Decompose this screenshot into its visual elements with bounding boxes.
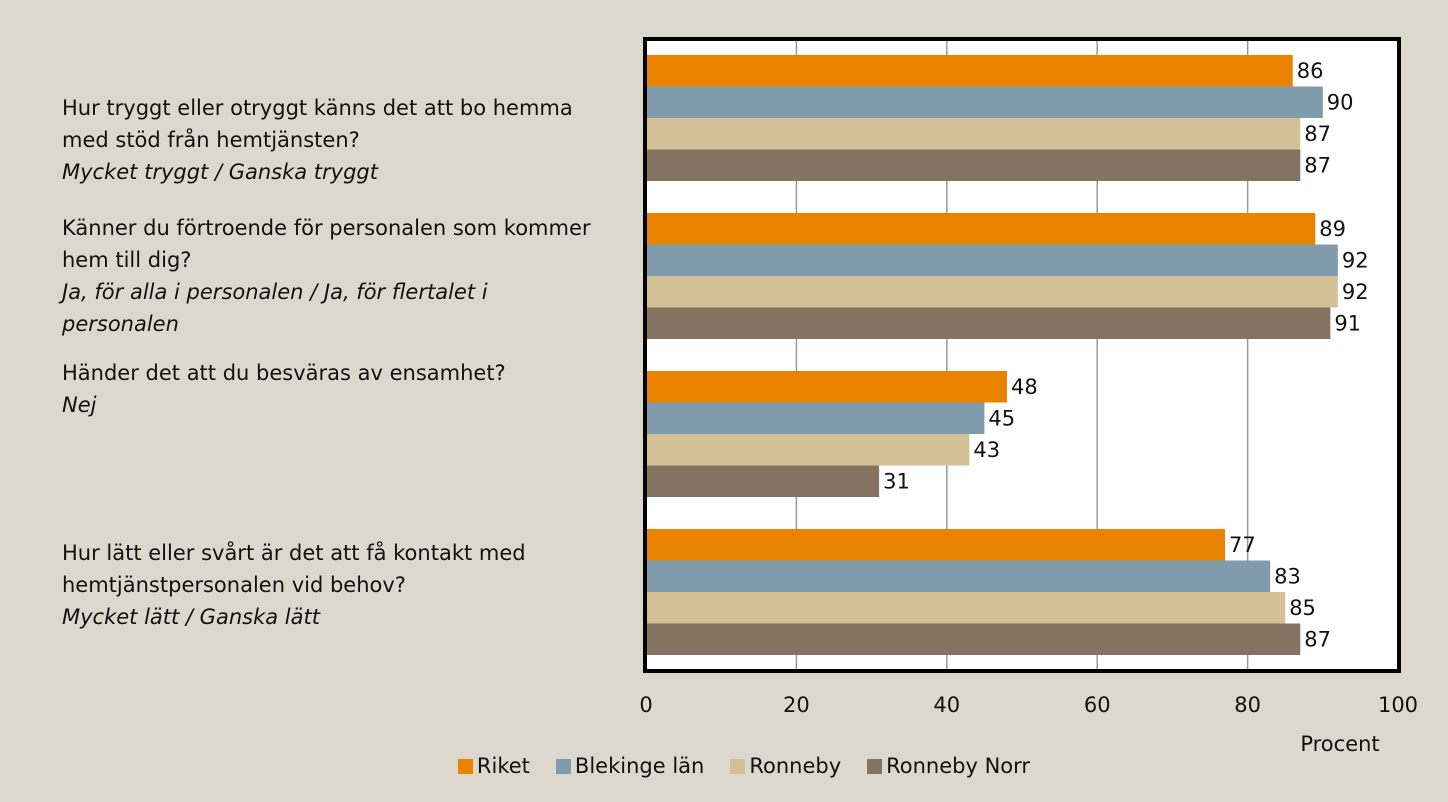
legend-item: Ronneby Norr bbox=[867, 754, 1030, 778]
x-tick-label: 80 bbox=[1234, 693, 1261, 717]
legend-label: Blekinge län bbox=[574, 754, 705, 778]
category-label: Känner du förtroende för personalen som … bbox=[62, 212, 607, 340]
bar bbox=[646, 529, 1226, 561]
legend-swatch bbox=[555, 758, 571, 774]
x-tick-label: 20 bbox=[783, 693, 810, 717]
bar bbox=[646, 118, 1301, 150]
bar bbox=[646, 592, 1286, 624]
x-tick-label: 40 bbox=[933, 693, 960, 717]
bar bbox=[646, 213, 1316, 245]
legend-item: Riket bbox=[457, 754, 530, 778]
value-label: 85 bbox=[1289, 596, 1316, 620]
category-answer: Mycket lätt / Ganska lätt bbox=[62, 605, 320, 629]
value-label: 45 bbox=[988, 406, 1015, 430]
x-axis-label: Procent bbox=[1300, 732, 1379, 756]
x-tick-label: 100 bbox=[1378, 693, 1418, 717]
value-label: 92 bbox=[1342, 280, 1369, 304]
value-label: 31 bbox=[883, 469, 910, 493]
value-label: 90 bbox=[1327, 90, 1354, 114]
bar bbox=[646, 402, 985, 434]
x-tick-label: 0 bbox=[639, 693, 652, 717]
bar bbox=[646, 434, 970, 466]
value-label: 86 bbox=[1297, 59, 1324, 83]
bar bbox=[646, 465, 880, 497]
legend-item: Blekinge län bbox=[555, 754, 705, 778]
category-question: Hur tryggt eller otryggt känns det att b… bbox=[62, 96, 573, 152]
value-label: 77 bbox=[1229, 533, 1256, 557]
bar bbox=[646, 371, 1007, 403]
bar bbox=[646, 55, 1293, 87]
bar bbox=[646, 149, 1301, 181]
category-question: Hur lätt eller svårt är det att få konta… bbox=[62, 541, 526, 597]
value-label: 89 bbox=[1319, 217, 1346, 241]
value-label: 83 bbox=[1274, 564, 1301, 588]
category-label: Händer det att du besväras av ensamhet? N… bbox=[62, 357, 607, 421]
legend-swatch bbox=[867, 758, 883, 774]
value-label: 48 bbox=[1011, 375, 1038, 399]
value-label: 87 bbox=[1304, 627, 1331, 651]
category-label: Hur lätt eller svårt är det att få konta… bbox=[62, 537, 607, 633]
category-answer: Mycket tryggt / Ganska tryggt bbox=[62, 160, 378, 184]
category-answer: Ja, för alla i personalen / Ja, för fler… bbox=[62, 280, 488, 336]
bar bbox=[646, 244, 1338, 276]
category-label: Hur tryggt eller otryggt känns det att b… bbox=[62, 92, 607, 188]
legend-label: Riket bbox=[476, 754, 530, 778]
legend: Riket Blekinge län Ronneby Ronneby Norr bbox=[0, 754, 1448, 778]
bar bbox=[646, 623, 1301, 655]
bar bbox=[646, 560, 1271, 592]
bar bbox=[646, 276, 1338, 308]
value-label: 92 bbox=[1342, 248, 1369, 272]
category-answer: Nej bbox=[62, 393, 97, 417]
x-tick-label: 60 bbox=[1084, 693, 1111, 717]
legend-label: Ronneby bbox=[749, 754, 842, 778]
category-question: Händer det att du besväras av ensamhet? bbox=[62, 361, 506, 385]
value-label: 87 bbox=[1304, 122, 1331, 146]
bar bbox=[646, 86, 1323, 118]
legend-label: Ronneby Norr bbox=[886, 754, 1031, 778]
legend-swatch bbox=[730, 758, 746, 774]
value-label: 43 bbox=[973, 438, 1000, 462]
legend-swatch bbox=[457, 758, 473, 774]
legend-item: Ronneby bbox=[730, 754, 841, 778]
value-label: 87 bbox=[1304, 153, 1331, 177]
category-question: Känner du förtroende för personalen som … bbox=[62, 216, 591, 272]
bar bbox=[646, 307, 1331, 339]
value-label: 91 bbox=[1334, 311, 1361, 335]
plot-border bbox=[643, 37, 1401, 673]
